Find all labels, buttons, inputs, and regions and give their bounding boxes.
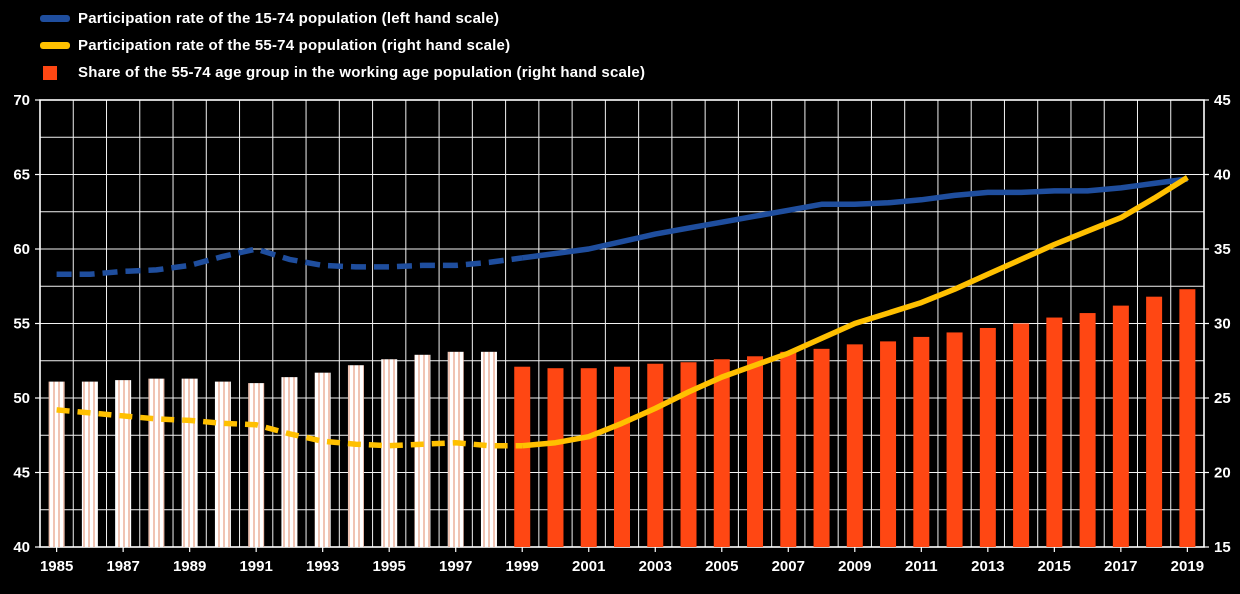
hatched-bar <box>148 378 165 547</box>
x-axis-tick-label: 1997 <box>439 558 472 575</box>
left-axis-tick-label: 45 <box>13 465 30 482</box>
gridlines <box>40 100 1204 547</box>
right-axis-tick-label: 25 <box>1214 390 1231 407</box>
right-axis-labels: 45 40 35 30 25 20 15 <box>1204 92 1231 556</box>
x-axis-tick-label: 2005 <box>705 558 738 575</box>
hatched-bar <box>347 365 364 547</box>
bar <box>946 332 963 547</box>
yellow-line-dashed-segment <box>56 407 523 449</box>
hatched-bar <box>314 372 331 547</box>
legend-item-share-55-74: Share of the 55-74 age group in the work… <box>40 59 645 86</box>
blue-line <box>56 176 1188 278</box>
x-axis-tick-label: 1985 <box>40 558 73 575</box>
bar <box>979 327 996 547</box>
hatched-bar <box>414 354 431 547</box>
hatched-bar <box>48 381 65 547</box>
left-axis-tick-label: 65 <box>13 167 30 184</box>
hatched-bar <box>81 381 98 547</box>
legend-item-participation-15-74: Participation rate of the 15-74 populati… <box>40 5 645 32</box>
yellow-line <box>56 175 1189 449</box>
right-axis-tick-label: 40 <box>1214 167 1231 184</box>
left-axis-tick-label: 40 <box>13 539 30 556</box>
bar <box>680 362 697 547</box>
yellow-dashed-line-swatch <box>40 42 70 49</box>
bar <box>1046 317 1063 547</box>
right-axis-tick-label: 15 <box>1214 539 1231 556</box>
bar <box>846 344 863 547</box>
bar <box>1146 296 1163 547</box>
right-axis-tick-label: 45 <box>1214 92 1231 109</box>
hatched-bar <box>281 377 298 547</box>
x-axis-tick-label: 2019 <box>1171 558 1204 575</box>
bar <box>913 336 930 547</box>
hatched-bar <box>248 383 265 547</box>
x-axis-tick-label: 2017 <box>1104 558 1137 575</box>
x-axis-tick-label: 2003 <box>639 558 672 575</box>
right-axis-tick-label: 30 <box>1214 316 1231 333</box>
legend-item-participation-55-74: Participation rate of the 55-74 populati… <box>40 32 645 59</box>
x-axis-tick-label: 1999 <box>506 558 539 575</box>
blue-dashed-line-swatch <box>40 15 70 22</box>
x-axis-tick-label: 2015 <box>1038 558 1071 575</box>
legend-swatch-box <box>40 42 72 49</box>
bar <box>880 341 897 547</box>
right-axis-tick-label: 20 <box>1214 465 1231 482</box>
bar <box>780 351 797 547</box>
hatched-bar <box>480 351 497 547</box>
x-axis-tick-label: 2007 <box>772 558 805 575</box>
bar <box>514 366 531 547</box>
bar <box>713 359 730 547</box>
x-axis-labels: 1985 1987 1989 1991 1993 1995 1997 1999 2001 2003… <box>40 547 1204 575</box>
blue-line-solid-segment <box>521 176 1188 261</box>
bar <box>614 366 630 547</box>
bar <box>547 368 564 547</box>
bar <box>647 363 664 547</box>
bar <box>813 348 830 547</box>
legend-label: Participation rate of the 15-74 populati… <box>78 10 500 27</box>
hatched-bar <box>115 380 132 547</box>
bar <box>1179 289 1196 547</box>
left-axis-tick-label: 70 <box>13 92 30 109</box>
x-axis-tick-label: 2011 <box>905 558 938 575</box>
hatched-bar <box>381 359 398 547</box>
yellow-line-solid-segment <box>521 175 1189 449</box>
bar <box>1079 313 1096 547</box>
bar <box>1112 305 1129 547</box>
x-axis-tick-label: 1987 <box>106 558 139 575</box>
orange-bar-swatch <box>43 65 57 80</box>
x-axis-tick-label: 2001 <box>572 558 605 575</box>
x-axis-tick-label: 2013 <box>971 558 1004 575</box>
hatched-bar <box>181 378 198 547</box>
x-axis-tick-label: 2009 <box>838 558 871 575</box>
hatched-bar <box>447 351 464 547</box>
right-axis-tick-label: 35 <box>1214 241 1231 258</box>
left-axis-tick-label: 60 <box>13 241 30 258</box>
x-axis-tick-label: 1993 <box>306 558 339 575</box>
left-axis-tick-label: 50 <box>13 390 30 407</box>
legend: Participation rate of the 15-74 populati… <box>40 5 645 86</box>
legend-swatch-box <box>40 15 72 22</box>
x-axis-tick-label: 1995 <box>373 558 406 575</box>
bar <box>1013 323 1030 547</box>
left-axis-tick-label: 55 <box>13 316 30 333</box>
hatched-bar <box>214 381 231 547</box>
bar <box>747 356 764 547</box>
bar <box>580 368 597 547</box>
x-axis-tick-label: 1991 <box>239 558 272 575</box>
left-axis-labels: 70 65 60 55 50 45 40 <box>13 92 40 556</box>
legend-swatch-box <box>40 65 72 80</box>
legend-label: Share of the 55-74 age group in the work… <box>78 64 646 81</box>
blue-line-dashed-segment <box>56 246 523 278</box>
bar-series <box>48 289 1196 547</box>
x-axis-tick-label: 1989 <box>173 558 206 575</box>
legend-label: Participation rate of the 55-74 populati… <box>78 37 511 54</box>
